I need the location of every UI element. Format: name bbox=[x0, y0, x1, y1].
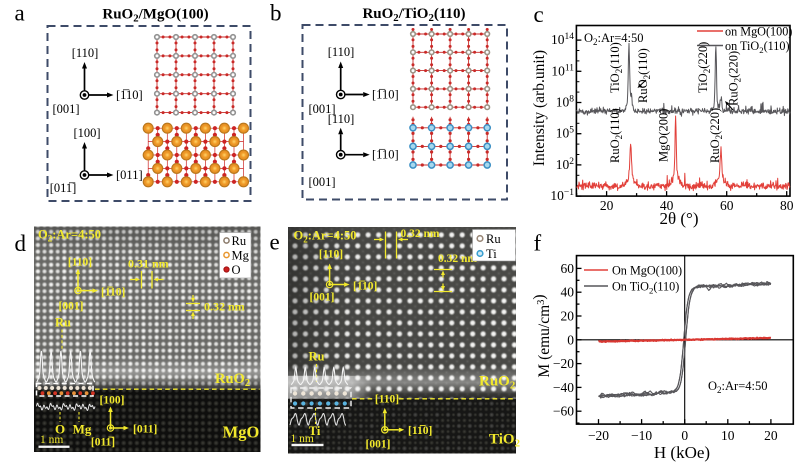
svg-text:[001]: [001] bbox=[59, 301, 84, 313]
svg-text:b: b bbox=[270, 1, 282, 26]
svg-text:[1̅10]: [1̅10] bbox=[116, 88, 143, 102]
svg-text:TiO2: TiO2 bbox=[489, 432, 520, 450]
svg-text:H (kOe): H (kOe) bbox=[654, 443, 710, 462]
svg-text:[1̅10]: [1̅10] bbox=[101, 286, 125, 299]
svg-text:−20: −20 bbox=[588, 428, 609, 443]
svg-text:RuO2/TiO2(110): RuO2/TiO2(110) bbox=[362, 6, 465, 24]
svg-text:e: e bbox=[270, 230, 280, 255]
svg-text:Ti: Ti bbox=[309, 424, 321, 438]
svg-text:Ru: Ru bbox=[55, 316, 71, 330]
svg-text:[001]: [001] bbox=[308, 175, 335, 189]
svg-text:O: O bbox=[55, 422, 65, 437]
svg-text:[1̅10]: [1̅10] bbox=[372, 148, 399, 162]
svg-text:[001]: [001] bbox=[310, 292, 335, 304]
svg-text:On MgO(100): On MgO(100) bbox=[612, 264, 682, 278]
svg-text:20: 20 bbox=[561, 309, 575, 324]
svg-text:RuO2: RuO2 bbox=[215, 371, 250, 389]
svg-text:0.32 nm: 0.32 nm bbox=[401, 228, 440, 240]
svg-text:−10: −10 bbox=[631, 428, 652, 443]
svg-text:[100]: [100] bbox=[100, 395, 125, 407]
svg-text:Ru: Ru bbox=[309, 350, 325, 364]
svg-text:O2:Ar=4:50: O2:Ar=4:50 bbox=[294, 229, 357, 245]
svg-text:0.31 nm: 0.31 nm bbox=[128, 257, 169, 271]
svg-text:1 nm: 1 nm bbox=[40, 434, 63, 446]
svg-text:RuO2(220): RuO2(220) bbox=[708, 108, 724, 163]
svg-text:[011]: [011] bbox=[133, 424, 157, 436]
svg-text:O2:Ar=4:50: O2:Ar=4:50 bbox=[584, 31, 643, 47]
svg-text:O2:Ar=4:50: O2:Ar=4:50 bbox=[38, 228, 101, 244]
svg-text:40: 40 bbox=[561, 285, 575, 300]
svg-text:[110]: [110] bbox=[328, 45, 355, 59]
svg-text:Mg: Mg bbox=[73, 422, 92, 437]
svg-text:TiO2(220): TiO2(220) bbox=[696, 42, 712, 93]
svg-text:on MgO(100): on MgO(100) bbox=[725, 25, 792, 39]
svg-text:[1̅10]: [1̅10] bbox=[372, 88, 399, 102]
svg-text:10: 10 bbox=[721, 428, 735, 443]
svg-text:20: 20 bbox=[764, 428, 778, 443]
svg-text:[100]: [100] bbox=[73, 126, 100, 140]
svg-text:−60: −60 bbox=[553, 404, 574, 419]
svg-text:[110]: [110] bbox=[328, 112, 355, 126]
svg-text:[011̅]: [011̅] bbox=[50, 181, 77, 195]
svg-text:0.32 nm: 0.32 nm bbox=[438, 253, 477, 265]
svg-text:TiO2(110): TiO2(110) bbox=[608, 42, 624, 93]
svg-text:On TiO2(110): On TiO2(110) bbox=[612, 280, 679, 296]
svg-text:MgO: MgO bbox=[223, 423, 260, 442]
svg-text:M (emu/cm3): M (emu/cm3) bbox=[531, 294, 553, 377]
svg-text:Intensity (arb.unit): Intensity (arb.unit) bbox=[531, 50, 548, 166]
svg-text:1 nm: 1 nm bbox=[291, 433, 314, 445]
svg-text:40: 40 bbox=[660, 198, 674, 213]
svg-text:0: 0 bbox=[681, 428, 688, 443]
svg-text:[011]: [011] bbox=[116, 168, 143, 182]
svg-text:[001]: [001] bbox=[366, 439, 391, 451]
svg-text:0.32 nm: 0.32 nm bbox=[204, 300, 245, 314]
svg-text:O: O bbox=[232, 263, 241, 277]
svg-text:2θ (°): 2θ (°) bbox=[659, 209, 698, 228]
svg-text:[1̅10]: [1̅10] bbox=[353, 280, 377, 293]
svg-text:[11̅0]: [11̅0] bbox=[408, 424, 432, 437]
svg-text:60: 60 bbox=[561, 261, 575, 276]
svg-text:−20: −20 bbox=[553, 356, 574, 371]
svg-text:RuO2: RuO2 bbox=[479, 374, 515, 392]
svg-text:[110]: [110] bbox=[319, 249, 343, 261]
svg-text:Ru: Ru bbox=[232, 234, 247, 248]
svg-text:Ti: Ti bbox=[486, 247, 497, 261]
svg-text:0: 0 bbox=[567, 332, 574, 347]
svg-text:80: 80 bbox=[780, 198, 794, 213]
svg-text:[110]: [110] bbox=[68, 257, 92, 269]
svg-text:Mg: Mg bbox=[232, 249, 250, 263]
svg-text:O2:Ar=4:50: O2:Ar=4:50 bbox=[708, 379, 767, 395]
svg-text:[011̅]: [011̅] bbox=[91, 436, 115, 449]
svg-text:RuO2(220): RuO2(220) bbox=[727, 51, 743, 106]
svg-text:[001]: [001] bbox=[52, 102, 79, 116]
svg-text:RuO2/MgO(100): RuO2/MgO(100) bbox=[102, 6, 208, 24]
svg-text:MgO(200): MgO(200) bbox=[657, 109, 671, 162]
svg-text:on TiO2(110): on TiO2(110) bbox=[725, 39, 790, 55]
svg-text:RuO2(110): RuO2(110) bbox=[636, 48, 652, 103]
svg-text:60: 60 bbox=[720, 198, 734, 213]
svg-text:[110]: [110] bbox=[72, 46, 99, 60]
svg-text:−40: −40 bbox=[553, 380, 574, 395]
svg-text:RuO2(110): RuO2(110) bbox=[608, 108, 624, 163]
svg-text:Ru: Ru bbox=[486, 232, 501, 246]
svg-text:c: c bbox=[534, 2, 544, 27]
svg-text:20: 20 bbox=[600, 198, 614, 213]
svg-text:[001]: [001] bbox=[308, 102, 335, 116]
svg-text:[110]: [110] bbox=[375, 394, 399, 406]
svg-text:d: d bbox=[15, 231, 27, 256]
svg-text:f: f bbox=[534, 231, 542, 256]
svg-text:a: a bbox=[15, 1, 25, 26]
